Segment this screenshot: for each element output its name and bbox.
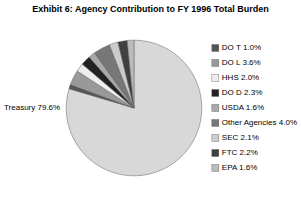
pie [66, 40, 202, 176]
label-swatch [212, 60, 219, 67]
slice-label: HHS 2.0% [222, 73, 259, 82]
slice-label: FTC 2.2% [222, 148, 258, 157]
label-swatch [212, 135, 219, 142]
slice [118, 41, 134, 108]
slice-label: SEC 2.1% [222, 133, 259, 142]
label-swatch [212, 165, 219, 172]
title: Exhibit 6: Agency Contribution to FY 199… [32, 4, 268, 14]
label-swatch [212, 90, 219, 97]
slice-label: DO T 1.0% [222, 43, 261, 52]
label-item: EPA 1.6% [212, 163, 257, 172]
label-item: HHS 2.0% [212, 73, 259, 82]
slice-label: Treasury 79.6% [4, 103, 60, 112]
label-item: DO D 2.3% [212, 88, 262, 97]
right-labels: DO T 1.0% DO L 3.6% HHS 2.0% DO D 2.3% USDA … [212, 43, 297, 172]
label-item: Other Agencies 4.0% [212, 118, 297, 127]
label-swatch [212, 105, 219, 112]
slice-label: DO D 2.3% [222, 88, 262, 97]
label-swatch [212, 75, 219, 82]
slice [127, 40, 134, 108]
chart: Exhibit 6: Agency Contribution to FY 199… [0, 0, 301, 202]
label-swatch [212, 150, 219, 157]
label-item: DO T 1.0% [212, 43, 261, 52]
label-swatch [212, 120, 219, 127]
slice-label: DO L 3.6% [222, 58, 261, 67]
label-item: FTC 2.2% [212, 148, 258, 157]
slice-label: Other Agencies 4.0% [222, 118, 297, 127]
slice [66, 40, 202, 176]
label-item: USDA 1.6% [212, 103, 264, 112]
slice-label: EPA 1.6% [222, 163, 257, 172]
label-item: SEC 2.1% [212, 133, 259, 142]
label-swatch [212, 45, 219, 52]
slice-label: USDA 1.6% [222, 103, 264, 112]
label-item: DO L 3.6% [212, 58, 261, 67]
